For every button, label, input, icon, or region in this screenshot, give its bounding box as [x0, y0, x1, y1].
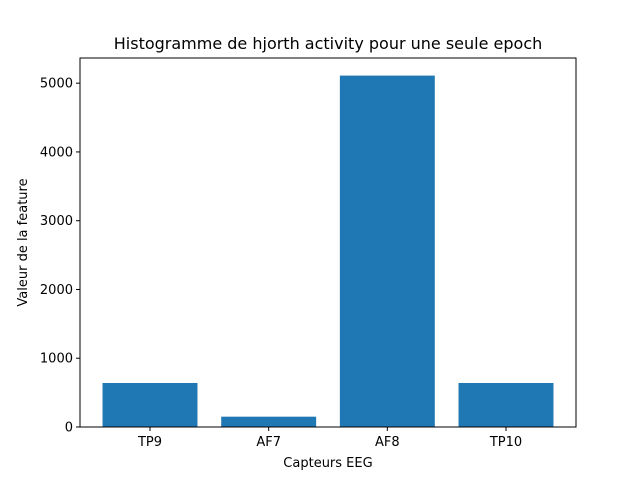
y-tick-label: 1000 [40, 352, 73, 367]
bar-af7 [221, 416, 317, 427]
x-tick-label-tp10: TP10 [489, 435, 522, 450]
y-axis-label: Valeur de la feature [16, 178, 31, 306]
x-axis-ticks: TP9 AF7 AF8 TP10 [137, 427, 522, 450]
y-tick-label: 4000 [40, 145, 73, 160]
y-tick-label: 2000 [40, 283, 73, 298]
x-tick-label-af8: AF8 [375, 435, 400, 450]
y-tick-label: 5000 [40, 77, 73, 92]
bars-group [102, 75, 554, 427]
bar-af8 [339, 75, 435, 427]
y-tick-label: 3000 [40, 214, 73, 229]
chart-title: Histogramme de hjorth activity pour une … [114, 34, 543, 53]
x-tick-label-tp9: TP9 [137, 435, 162, 450]
y-axis-ticks: 0 1000 2000 3000 4000 5000 [40, 77, 80, 436]
x-tick-label-af7: AF7 [256, 435, 281, 450]
x-axis-label: Capteurs EEG [283, 456, 372, 471]
plot-frame [79, 57, 577, 428]
bar-tp9 [102, 382, 198, 427]
bar-tp10 [458, 382, 554, 427]
y-tick-label: 0 [65, 421, 73, 436]
